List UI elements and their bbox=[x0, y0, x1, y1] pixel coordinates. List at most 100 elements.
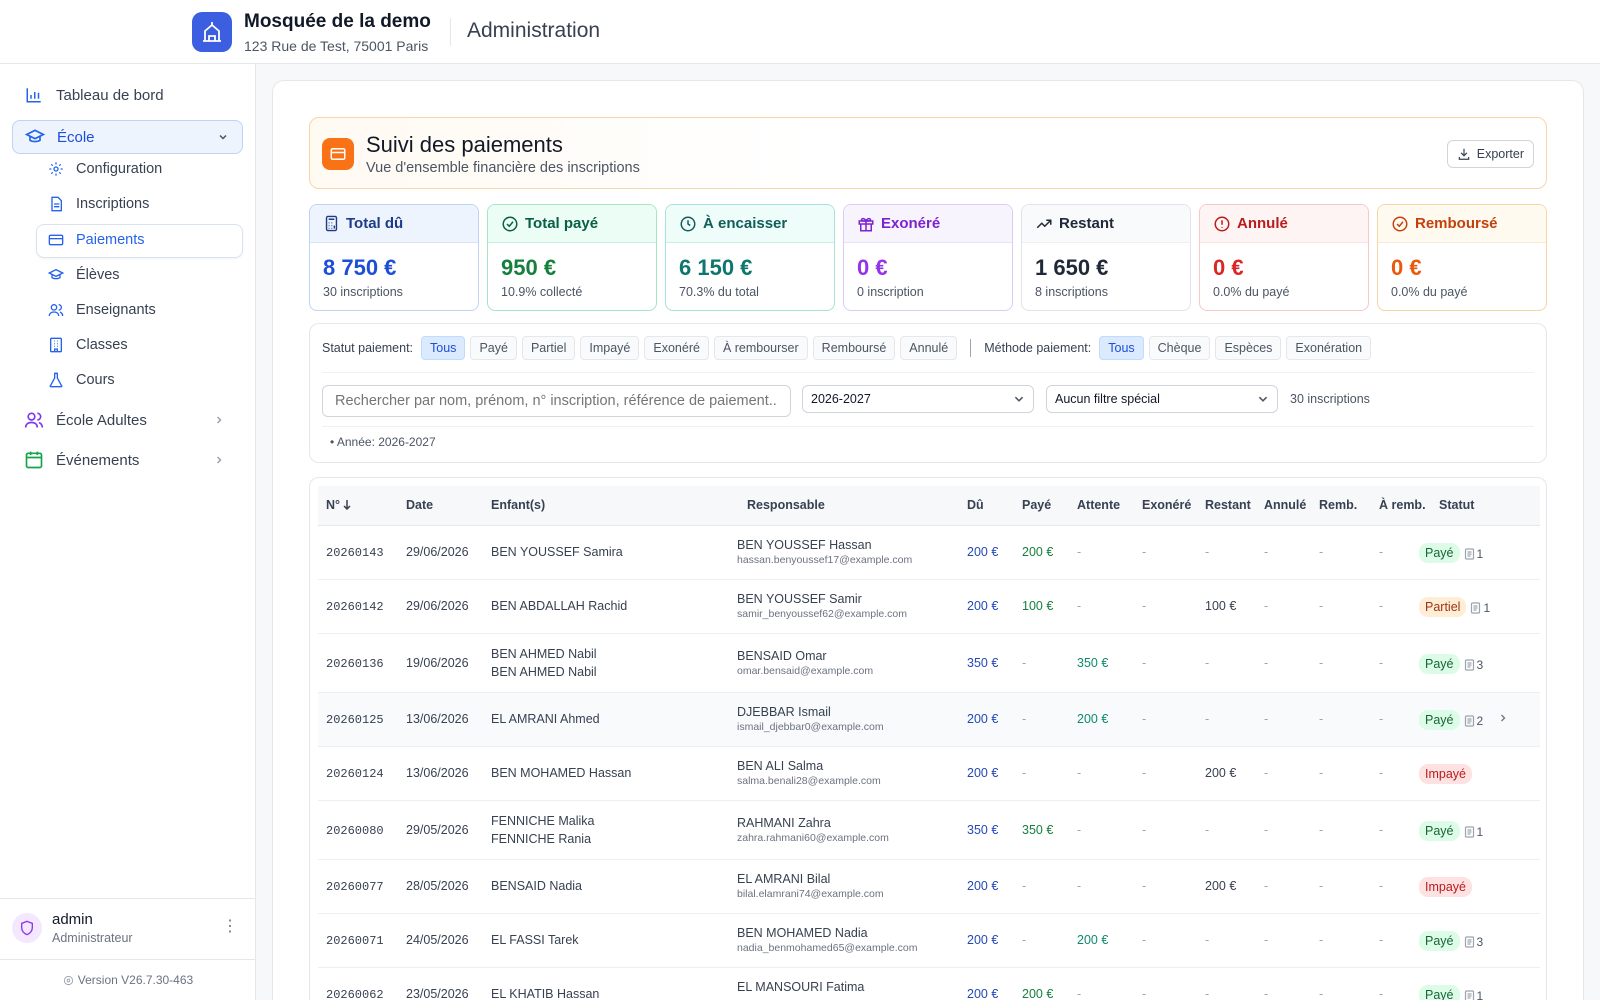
sidebar-item-configuration[interactable]: Configuration bbox=[48, 152, 243, 186]
chevron-down-icon bbox=[218, 132, 228, 142]
col-num-label: N° bbox=[326, 498, 341, 512]
chip-statut-exonere[interactable]: Exonéré bbox=[644, 336, 709, 360]
col-du[interactable]: Dû bbox=[967, 498, 984, 512]
mosque-logo-icon[interactable] bbox=[192, 12, 232, 52]
cell-date: 29/06/2026 bbox=[406, 599, 469, 613]
cell-remb: - bbox=[1319, 987, 1324, 1000]
col-attente[interactable]: Attente bbox=[1077, 498, 1121, 512]
col-date[interactable]: Date bbox=[406, 498, 434, 512]
stat-label: Restant bbox=[1059, 215, 1115, 232]
sidebar-item-classes[interactable]: Classes bbox=[48, 328, 243, 362]
cell-remb: - bbox=[1319, 879, 1324, 893]
special-filter-select[interactable]: Aucun filtre spécial bbox=[1046, 385, 1278, 413]
sidebar-item-inscriptions[interactable]: Inscriptions bbox=[48, 187, 243, 221]
cell-date: 19/06/2026 bbox=[406, 656, 469, 670]
cell-remb: - bbox=[1319, 545, 1324, 559]
cell-aremb: - bbox=[1379, 766, 1384, 780]
table-row[interactable]: 20260062 23/05/2026 EL KHATIB Hassan EL MAN… bbox=[318, 968, 1540, 1000]
search-input[interactable] bbox=[322, 385, 791, 417]
cell-paye: - bbox=[1022, 712, 1027, 726]
chip-statut-impaye[interactable]: Impayé bbox=[580, 336, 640, 360]
chip-statut-partiel[interactable]: Partiel bbox=[521, 336, 576, 360]
stat-label: Total dû bbox=[346, 215, 404, 232]
cell-attente: - bbox=[1077, 987, 1082, 1000]
chip-methode-cheque[interactable]: Chèque bbox=[1148, 336, 1211, 360]
user-name: admin bbox=[52, 911, 93, 928]
nav-ecole[interactable]: École bbox=[12, 120, 243, 154]
cell-responsable-email: samir_benyoussef62@example.com bbox=[737, 608, 907, 620]
cell-responsable-email: hassan.benyoussef17@example.com bbox=[737, 554, 913, 566]
cell-paye: - bbox=[1022, 879, 1027, 893]
cell-child: BEN AHMED Nabil bbox=[491, 647, 597, 661]
cell-statut: Payé 3 bbox=[1419, 654, 1483, 674]
more-vertical-icon[interactable]: ⋮ bbox=[222, 918, 238, 935]
receipt-count-value: 1 bbox=[1476, 546, 1484, 561]
sidebar: Tableau de bord École Configuration Insc… bbox=[0, 64, 256, 1000]
cell-statut: Payé 1 bbox=[1419, 821, 1483, 841]
table-row[interactable]: 20260124 13/06/2026 BEN MOHAMED Hassan BEN … bbox=[318, 747, 1540, 801]
col-restant[interactable]: Restant bbox=[1205, 498, 1251, 512]
chip-methode-tous[interactable]: Tous bbox=[1099, 336, 1144, 360]
top-bar: Mosquée de la demo 123 Rue de Test, 7500… bbox=[0, 0, 1600, 64]
sidebar-item-label: Inscriptions bbox=[76, 196, 150, 212]
table-row[interactable]: 20260136 19/06/2026 BEN AHMED Nabil BEN AHM… bbox=[318, 634, 1540, 693]
cell-num: 20260136 bbox=[326, 657, 384, 671]
export-button[interactable]: Exporter bbox=[1446, 140, 1534, 168]
stat-label: Remboursé bbox=[1415, 215, 1498, 232]
chevron-down-icon bbox=[1257, 393, 1269, 405]
nav-dashboard[interactable]: Tableau de bord bbox=[24, 78, 230, 112]
stat-value: 0 € bbox=[1213, 255, 1244, 280]
col-num[interactable]: N° bbox=[326, 498, 352, 512]
cell-restant: 200 € bbox=[1205, 879, 1237, 893]
nav-ecole-adultes[interactable]: École Adultes bbox=[24, 403, 230, 437]
table-row[interactable]: 20260077 28/05/2026 BENSAID Nadia EL AMRANI… bbox=[318, 860, 1540, 914]
table-row[interactable]: 20260080 29/05/2026 FENNICHE Malika FENNICH… bbox=[318, 801, 1540, 860]
table-row[interactable]: 20260143 29/06/2026 BEN YOUSSEF Samira BEN … bbox=[318, 526, 1540, 580]
chevron-right-icon[interactable] bbox=[1498, 713, 1508, 723]
cell-responsable-email: bilal.elamrani74@example.com bbox=[737, 888, 884, 900]
col-responsable[interactable]: Responsable bbox=[747, 498, 825, 512]
graduation-cap-icon bbox=[48, 267, 64, 283]
chip-statut-paye[interactable]: Payé bbox=[470, 336, 517, 360]
chip-statut-rembourse[interactable]: Remboursé bbox=[812, 336, 896, 360]
cell-date: 28/05/2026 bbox=[406, 879, 469, 893]
stat-value: 950 € bbox=[501, 255, 557, 280]
download-icon bbox=[1457, 147, 1471, 161]
chip-statut-a-rembourser[interactable]: À rembourser bbox=[713, 336, 808, 360]
receipt-count-value: 2 bbox=[1476, 713, 1484, 728]
chip-methode-especes[interactable]: Espèces bbox=[1215, 336, 1282, 360]
col-a-remb[interactable]: À remb. bbox=[1379, 498, 1426, 512]
cell-exonere: - bbox=[1142, 933, 1147, 947]
col-remb[interactable]: Remb. bbox=[1319, 498, 1358, 512]
sidebar-item-cours[interactable]: Cours bbox=[48, 363, 243, 397]
chip-statut-tous[interactable]: Tous bbox=[421, 336, 466, 360]
sidebar-item-eleves[interactable]: Élèves bbox=[48, 258, 243, 292]
cell-child: BEN ABDALLAH Rachid bbox=[491, 599, 628, 613]
receipt-icon bbox=[1471, 602, 1481, 614]
table-row[interactable]: 20260142 29/06/2026 BEN ABDALLAH Rachid BEN… bbox=[318, 580, 1540, 634]
cell-responsable: RAHMANI Zahra bbox=[737, 816, 831, 830]
user-profile[interactable]: admin Administrateur ⋮ bbox=[0, 898, 256, 958]
sidebar-item-enseignants[interactable]: Enseignants bbox=[48, 293, 243, 327]
sidebar-item-paiements-content[interactable]: Paiements bbox=[48, 223, 243, 257]
cell-responsable: DJEBBAR Ismail bbox=[737, 705, 831, 719]
cell-remb: - bbox=[1319, 656, 1324, 670]
col-paye[interactable]: Payé bbox=[1022, 498, 1052, 512]
table-row[interactable]: 20260125 13/06/2026 EL AMRANI Ahmed DJEBBAR… bbox=[318, 693, 1540, 747]
sidebar-item-paiements[interactable] bbox=[36, 224, 243, 258]
nav-evenements[interactable]: Événements bbox=[24, 443, 230, 477]
col-annule[interactable]: Annulé bbox=[1264, 498, 1307, 512]
col-enfants[interactable]: Enfant(s) bbox=[491, 498, 546, 512]
org-address: 123 Rue de Test, 75001 Paris bbox=[244, 38, 429, 54]
year-select[interactable]: 2026-2027 bbox=[802, 385, 1034, 413]
table-row[interactable]: 20260071 24/05/2026 EL FASSI Tarek BEN MOHA… bbox=[318, 914, 1540, 968]
chip-methode-exoneration[interactable]: Exonération bbox=[1286, 336, 1372, 360]
col-exonere[interactable]: Exonéré bbox=[1142, 498, 1192, 512]
stat-sub: 8 inscriptions bbox=[1035, 285, 1108, 299]
sidebar-item-label: Configuration bbox=[76, 161, 163, 177]
sidebar-item-label: Élèves bbox=[76, 267, 120, 283]
stat-exonere: Exonéré 0 € 0 inscription bbox=[843, 204, 1013, 311]
chip-statut-annule[interactable]: Annulé bbox=[900, 336, 958, 360]
cell-child: EL FASSI Tarek bbox=[491, 933, 579, 947]
col-statut[interactable]: Statut bbox=[1439, 498, 1475, 512]
